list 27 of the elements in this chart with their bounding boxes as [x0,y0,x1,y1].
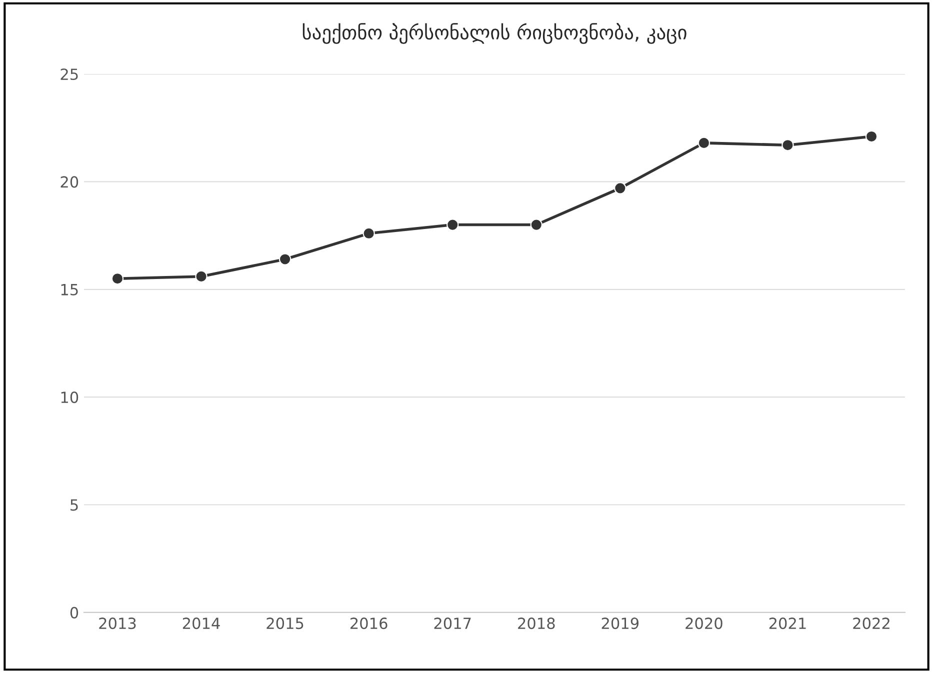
y-tick-label: 15 [61,284,78,296]
point [698,136,710,150]
point [362,227,375,240]
x-tick-label: 2016 [350,618,388,630]
chart-title: საექთნო პერსონალის რიცხოვნობა, კაცი [302,23,686,44]
point [782,139,794,152]
x-tick-label: 2022 [853,618,890,630]
y-tick-label: 0 [70,606,78,618]
x-tick-label: 2014 [182,618,220,630]
x-tick-label: 2013 [99,618,136,630]
x-tick-label: 2018 [518,618,555,630]
y-tick-label: 20 [60,176,78,188]
point [614,182,626,194]
x-tick-label: 2020 [686,618,722,630]
point [446,218,459,231]
x-tick-label: 2015 [266,618,304,630]
point [865,130,878,143]
point [530,218,542,231]
y-tick-label: 25 [60,68,78,80]
y-tick-label: 10 [61,392,78,404]
point [195,270,208,283]
point [278,253,292,266]
x-tick-label: 2017 [434,618,471,630]
x-tick-label: 2021 [769,618,806,630]
y-tick-label: 5 [70,499,78,511]
point [111,272,124,285]
x-tick-label: 2019 [602,618,639,630]
